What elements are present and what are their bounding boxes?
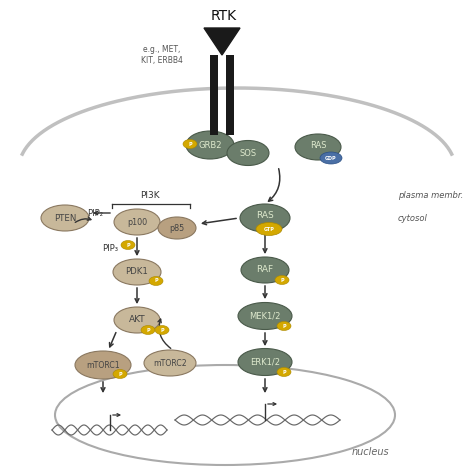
Ellipse shape: [149, 276, 163, 285]
Ellipse shape: [186, 131, 234, 159]
Text: P: P: [282, 370, 286, 374]
Text: PI3K: PI3K: [140, 191, 160, 201]
Ellipse shape: [113, 370, 127, 379]
Bar: [210, 55, 218, 135]
Text: plasma membr.: plasma membr.: [398, 191, 463, 200]
Text: RTK: RTK: [211, 9, 237, 23]
Text: RAF: RAF: [256, 265, 273, 274]
Polygon shape: [204, 28, 240, 55]
Ellipse shape: [155, 326, 169, 335]
Text: P: P: [282, 323, 286, 328]
Ellipse shape: [275, 275, 289, 284]
Text: SOS: SOS: [239, 148, 256, 157]
Text: PIP₂: PIP₂: [87, 209, 103, 218]
Text: p100: p100: [127, 218, 147, 227]
Ellipse shape: [241, 257, 289, 283]
Text: P: P: [118, 372, 122, 376]
Ellipse shape: [183, 139, 197, 148]
Ellipse shape: [158, 217, 196, 239]
Text: PDK1: PDK1: [126, 267, 148, 276]
Text: P: P: [126, 243, 130, 247]
Text: ERK1/2: ERK1/2: [250, 357, 280, 366]
Text: mTORC1: mTORC1: [86, 361, 120, 370]
Text: mTORC2: mTORC2: [153, 358, 187, 367]
Text: p85: p85: [169, 224, 185, 233]
Ellipse shape: [41, 205, 89, 231]
Ellipse shape: [113, 259, 161, 285]
Ellipse shape: [75, 351, 131, 379]
Text: RAS: RAS: [256, 210, 274, 219]
Text: P: P: [154, 279, 158, 283]
Text: e.g., MET,
KIT, ERBB4: e.g., MET, KIT, ERBB4: [141, 46, 183, 64]
Ellipse shape: [114, 209, 160, 235]
Ellipse shape: [144, 350, 196, 376]
Text: nucleus: nucleus: [351, 447, 389, 457]
Text: GRB2: GRB2: [198, 140, 222, 149]
Text: RAS: RAS: [310, 140, 326, 149]
Text: P: P: [280, 277, 284, 283]
Ellipse shape: [256, 222, 282, 236]
Ellipse shape: [277, 321, 291, 330]
Ellipse shape: [227, 140, 269, 165]
Ellipse shape: [238, 348, 292, 375]
Text: PTEN: PTEN: [54, 213, 76, 222]
Ellipse shape: [320, 152, 342, 164]
Text: P: P: [160, 328, 164, 332]
Text: GTP: GTP: [264, 227, 274, 231]
Ellipse shape: [277, 367, 291, 376]
Text: GDP: GDP: [325, 155, 337, 161]
Ellipse shape: [238, 302, 292, 329]
Text: MEK1/2: MEK1/2: [249, 311, 281, 320]
Bar: [226, 55, 234, 135]
Ellipse shape: [141, 326, 155, 335]
Text: P: P: [146, 328, 150, 332]
Ellipse shape: [55, 365, 395, 465]
Text: P: P: [188, 142, 192, 146]
Ellipse shape: [295, 134, 341, 160]
Ellipse shape: [121, 240, 135, 249]
Ellipse shape: [240, 204, 290, 232]
Text: AKT: AKT: [128, 316, 146, 325]
Text: cytosol: cytosol: [398, 213, 428, 222]
Ellipse shape: [114, 307, 160, 333]
Text: PIP₃: PIP₃: [102, 244, 118, 253]
